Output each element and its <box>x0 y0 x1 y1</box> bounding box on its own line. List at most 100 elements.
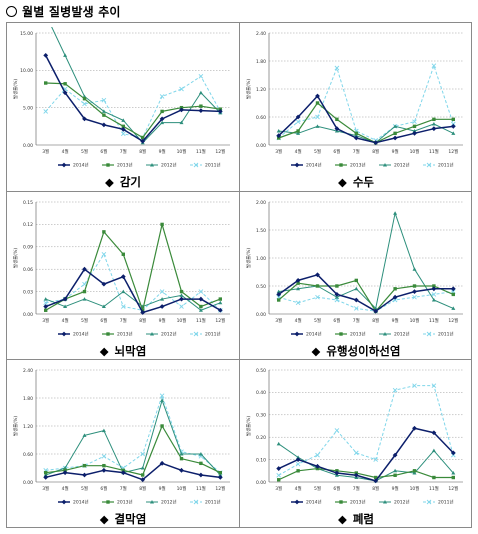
data-point <box>373 457 379 462</box>
x-tick-label: 9월 <box>159 485 166 492</box>
x-tick-label: 8월 <box>372 317 379 324</box>
legend-marker <box>339 163 343 167</box>
data-point <box>82 463 87 468</box>
legend-marker <box>61 331 67 337</box>
y-axis-label: 발생률(%) <box>245 79 252 99</box>
data-point <box>159 304 165 309</box>
data-point <box>62 296 68 302</box>
legend-marker <box>150 500 154 504</box>
data-point <box>354 133 359 138</box>
data-point <box>296 131 301 135</box>
data-point <box>121 118 126 122</box>
diamond-icon: ◆ <box>99 344 109 358</box>
chart-panel-pneumonia: 0.00 0.10 0.20 0.30 0.40 0.50 발생률(%) 3월 4월 5월 6월 7월… <box>240 360 472 528</box>
data-point <box>296 469 300 473</box>
data-point <box>44 308 48 312</box>
data-point <box>315 114 320 120</box>
data-point <box>63 53 68 57</box>
x-tick-label: 3월 <box>42 485 49 492</box>
data-point <box>179 467 184 473</box>
legend-marker <box>61 162 67 168</box>
series-line-2014년 <box>45 268 221 314</box>
chart-panel-chickenpox: 0.00 0.60 1.20 1.80 2.40 발생률(%) 3월 4월 5월 6월 7월 8월 9월… <box>240 23 472 191</box>
x-tick-label: 5월 <box>314 317 321 324</box>
data-point <box>276 472 282 478</box>
data-point <box>431 383 437 388</box>
x-tick-label: 6월 <box>333 148 340 155</box>
data-point <box>199 461 203 466</box>
data-point <box>217 109 223 114</box>
data-point <box>63 304 68 309</box>
chart-panel-parotitis: 0.00 0.50 1.00 1.50 2.00 발생률(%) 3월 4월 5월 6월 7월 8월 9월… <box>240 192 472 360</box>
y-tick-label: 0.50 <box>256 368 266 374</box>
data-point <box>334 292 340 297</box>
data-point <box>334 65 340 71</box>
data-point <box>276 441 281 446</box>
data-point <box>101 304 106 309</box>
data-point <box>296 455 301 459</box>
caption-text: 뇌막염 <box>114 344 147 358</box>
data-point <box>412 267 417 271</box>
chart-legend: 2014년 2013년 2012년 2011년 <box>291 331 454 338</box>
legend-label: 2014년 <box>306 162 322 169</box>
legend-marker <box>294 162 300 168</box>
x-tick-label: 7월 <box>353 317 360 324</box>
series-line-2014년 <box>45 55 221 143</box>
pneumonia-chart: 0.00 0.10 0.20 0.30 0.40 0.50 발생률(%) 3월 4월 5월 6월 7월… <box>245 368 463 506</box>
data-point <box>102 463 106 468</box>
data-point <box>140 138 146 144</box>
x-tick-label: 4월 <box>62 485 69 492</box>
y-tick-label: 0.00 <box>256 143 266 149</box>
data-point <box>412 130 417 136</box>
y-tick-label: 0.00 <box>23 312 33 318</box>
data-point <box>295 461 301 467</box>
x-tick-label: 9월 <box>392 485 399 492</box>
data-point <box>82 97 87 101</box>
legend-marker <box>383 163 387 167</box>
data-point <box>451 471 456 475</box>
diamond-icon: ◆ <box>311 344 321 358</box>
data-point <box>198 289 204 294</box>
legend-marker <box>150 332 154 336</box>
data-point <box>198 73 204 79</box>
chickenpox-chart: 0.00 0.60 1.20 1.80 2.40 발생률(%) 3월 4월 5월 6월 7월 8월 9월… <box>245 31 463 169</box>
data-point <box>393 287 397 291</box>
x-tick-label: 5월 <box>314 485 321 492</box>
parotitis-chart: 0.00 0.50 1.00 1.50 2.00 발생률(%) 3월 4월 5월 6월 7월 8월 9월… <box>245 200 463 338</box>
legend-marker <box>339 500 343 504</box>
legend-label: 2013년 <box>117 499 133 506</box>
data-point <box>160 297 165 301</box>
chart-grid: 0.00 5.00 10.00 15.00 발생률(%) 3월 4월 5월 6월 7월 8월 9월 10… <box>6 22 472 528</box>
x-tick-label: 6월 <box>333 317 340 324</box>
data-point <box>334 295 339 299</box>
data-point <box>62 470 68 476</box>
cold-chart: 0.00 5.00 10.00 15.00 발생률(%) 3월 4월 5월 6월 7월 8월 9월 10… <box>12 27 230 169</box>
data-point <box>451 306 456 310</box>
data-point <box>412 469 417 473</box>
data-point <box>101 454 107 459</box>
x-tick-label: 3월 <box>275 485 282 492</box>
legend-label: 2011년 <box>205 331 221 338</box>
data-point <box>295 300 301 306</box>
data-point <box>101 109 106 113</box>
data-point <box>198 308 203 312</box>
data-point <box>160 424 164 428</box>
data-point <box>295 278 301 283</box>
data-point <box>43 53 49 58</box>
caption-text: 유행성이하선염 <box>326 344 401 358</box>
data-point <box>393 131 397 136</box>
series-line-2014년 <box>45 462 221 481</box>
x-tick-label: 11월 <box>429 317 439 324</box>
y-tick-label: 0.00 <box>23 480 33 486</box>
series-line-2011년 <box>278 385 454 476</box>
chart-caption: ◆ 뇌막염 <box>7 342 239 360</box>
data-point <box>451 131 456 135</box>
x-tick-label: 8월 <box>139 317 146 324</box>
legend-marker <box>106 332 110 336</box>
data-point <box>218 473 223 477</box>
data-point <box>217 474 223 480</box>
data-point <box>334 428 340 433</box>
legend-label: 2013년 <box>350 499 366 506</box>
data-point <box>431 122 436 126</box>
y-tick-label: 1.80 <box>23 396 33 402</box>
